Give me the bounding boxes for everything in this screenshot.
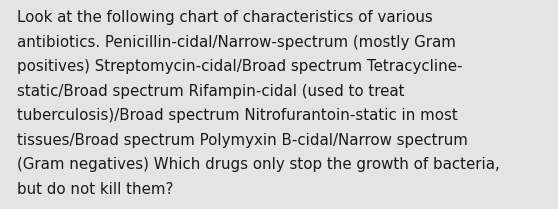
- Text: (Gram negatives) Which drugs only stop the growth of bacteria,: (Gram negatives) Which drugs only stop t…: [17, 157, 499, 172]
- Text: Look at the following chart of characteristics of various: Look at the following chart of character…: [17, 10, 432, 25]
- Text: antibiotics. Penicillin-cidal/Narrow-spectrum (mostly Gram: antibiotics. Penicillin-cidal/Narrow-spe…: [17, 35, 456, 50]
- Text: but do not kill them?: but do not kill them?: [17, 182, 173, 197]
- Text: positives) Streptomycin-cidal/Broad spectrum Tetracycline-: positives) Streptomycin-cidal/Broad spec…: [17, 59, 462, 74]
- Text: tuberculosis)/Broad spectrum Nitrofurantoin-static in most: tuberculosis)/Broad spectrum Nitrofurant…: [17, 108, 458, 123]
- Text: tissues/Broad spectrum Polymyxin B-cidal/Narrow spectrum: tissues/Broad spectrum Polymyxin B-cidal…: [17, 133, 468, 148]
- Text: static/Broad spectrum Rifampin-cidal (used to treat: static/Broad spectrum Rifampin-cidal (us…: [17, 84, 404, 99]
